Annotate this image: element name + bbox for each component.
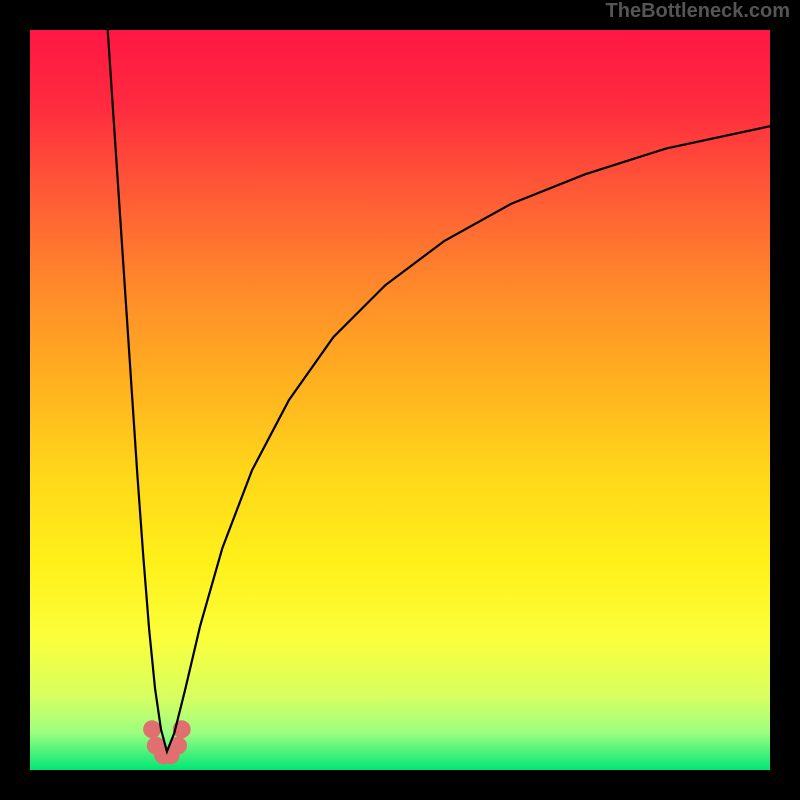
chart-container: TheBottleneck.com: [0, 0, 800, 800]
attribution-text: TheBottleneck.com: [606, 0, 790, 23]
vertex-marker: [143, 720, 161, 738]
gradient-background: [30, 30, 770, 770]
bottleneck-chart: [0, 0, 800, 800]
